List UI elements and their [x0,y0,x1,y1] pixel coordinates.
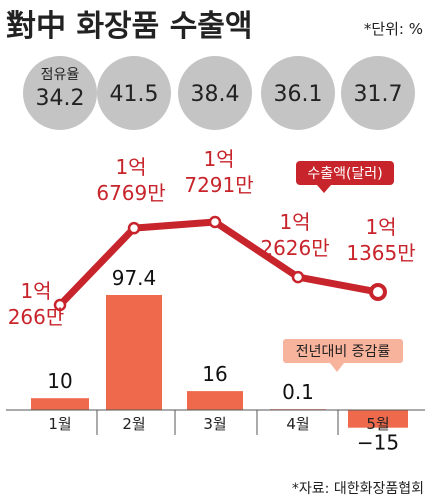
growth-legend-callout: 전년대비 증감률 [283,339,403,372]
sales-point [53,298,67,312]
x-tick-label: 3월 [203,415,226,433]
growth-bar-label: −15 [357,431,399,455]
unit-note: *단위: % [364,20,423,38]
sales-value-label: 1365만 [346,241,415,265]
sales-value-label: 266만 [8,305,65,329]
sales-legend-box [296,161,394,185]
growth-bar [348,410,408,428]
growth-bar [106,295,162,410]
share-value: 31.7 [354,82,403,107]
sales-value-label: 2626만 [260,236,329,260]
sales-value-label: 1억 [279,210,310,234]
x-axis-ticks: 1월 2월 3월 4월 5월 [48,410,390,435]
sales-point [369,283,387,302]
share-label: 점유율 [41,67,80,83]
share-value: 34.2 [36,86,85,111]
x-tick-label: 5월 [366,415,389,433]
share-circle [178,56,252,130]
sales-line-path [56,218,382,309]
share-value: 36.1 [274,82,323,107]
growth-bar-label: 10 [47,369,72,393]
x-tick-label: 4월 [286,415,309,433]
growth-bar [187,391,243,410]
share-circle [261,56,335,130]
share-circle [341,56,415,130]
growth-bars: 10 97.4 16 0.1 −15 [31,266,408,455]
sales-point [127,221,141,235]
share-value: 38.4 [191,82,240,107]
sales-value-label: 7291만 [184,173,253,197]
sales-value-label: 1억 [365,215,396,239]
share-circle [97,56,171,130]
share-circles: 34.2 41.5 38.4 36.1 31.7 점유율 [23,56,415,130]
growth-legend-pointer [330,363,344,372]
sales-point [291,270,305,284]
x-tick-label: 1월 [48,415,71,433]
x-tick-label: 2월 [122,415,145,433]
growth-bar-label: 97.4 [112,266,157,290]
sales-legend-label: 수출액(달러) [307,166,382,182]
sales-legend-pointer [317,185,331,193]
growth-bar-label: 0.1 [282,380,314,404]
sales-value-label: 1억 [203,147,234,171]
source-note: *자료: 대한화장품협회 [292,481,424,497]
sales-value-label: 1억 [20,279,51,303]
sales-point [208,215,222,229]
sales-value-label: 6769만 [96,181,165,205]
growth-bar-label: 16 [202,362,227,386]
sales-legend-callout: 수출액(달러) [296,161,394,193]
share-value: 41.5 [110,82,159,107]
share-circle [23,56,97,130]
growth-legend-label: 전년대비 증감률 [296,344,391,360]
growth-legend-box [283,339,403,363]
growth-bar [31,398,89,410]
chart-title: 對中 화장품 수출액 [6,9,253,44]
sales-value-label: 1억 [115,155,146,179]
